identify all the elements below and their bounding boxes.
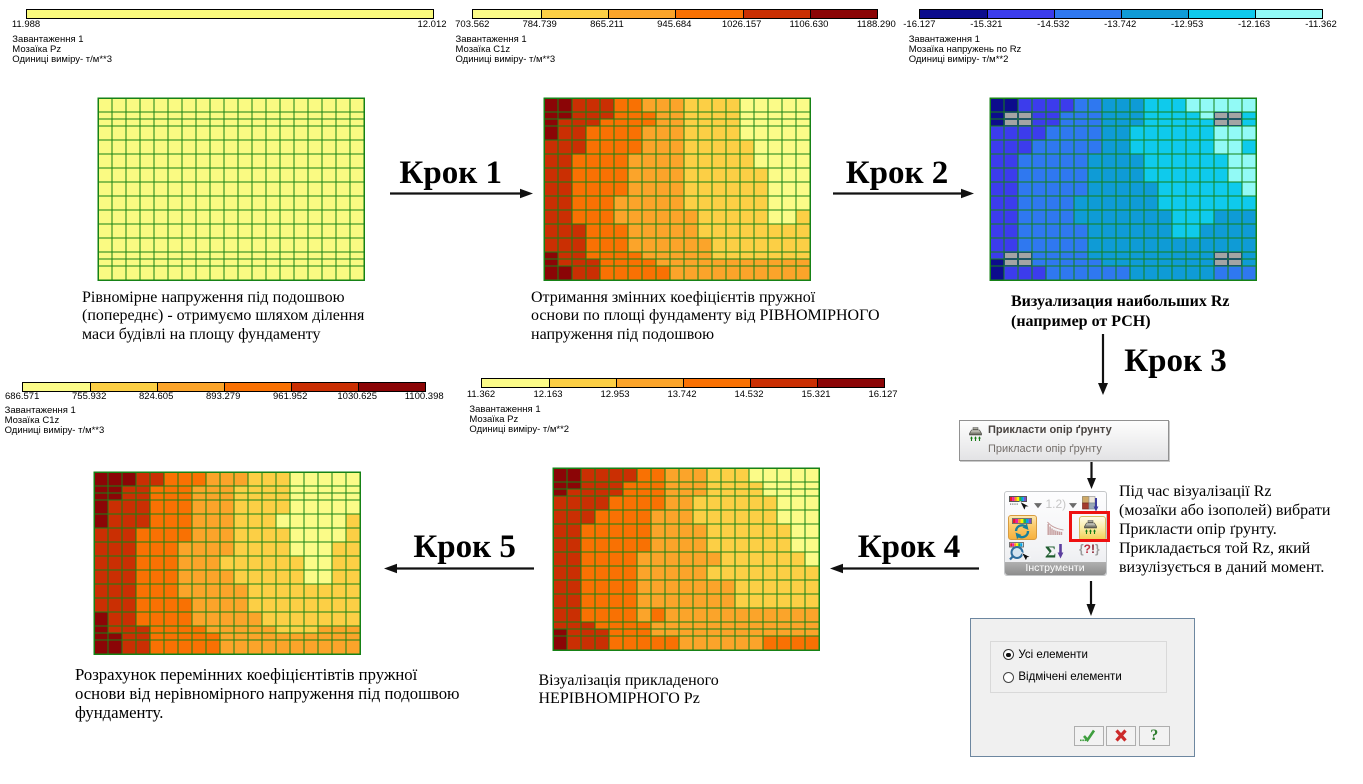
svg-text:Σ: Σ	[1045, 543, 1056, 560]
